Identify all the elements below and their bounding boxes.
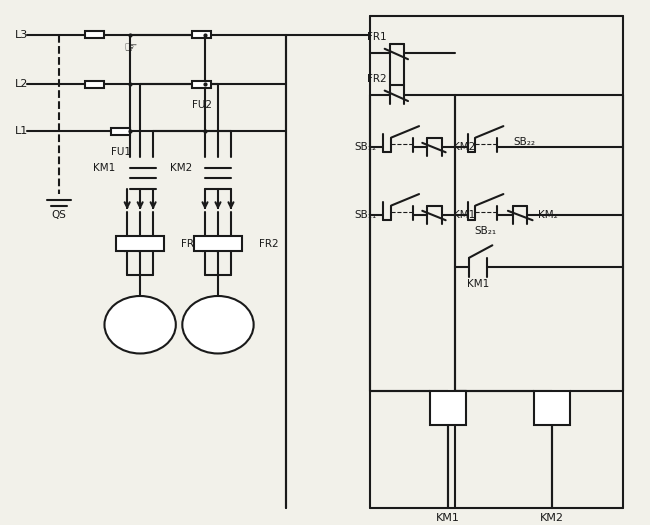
Text: SB₂₁: SB₂₁ bbox=[474, 226, 497, 236]
Text: SB₂₂: SB₂₂ bbox=[513, 137, 535, 147]
Text: KM2: KM2 bbox=[541, 403, 563, 413]
Text: L1: L1 bbox=[15, 127, 28, 136]
Text: SB₁₁: SB₁₁ bbox=[355, 210, 377, 220]
Text: ☞: ☞ bbox=[124, 40, 137, 55]
Text: KM1: KM1 bbox=[467, 279, 489, 289]
Bar bbox=[430, 391, 466, 425]
Circle shape bbox=[105, 296, 176, 353]
Bar bbox=[111, 128, 131, 135]
Text: KM1: KM1 bbox=[437, 403, 460, 413]
Text: 3~: 3~ bbox=[211, 329, 226, 339]
Text: SB₁₂: SB₁₂ bbox=[355, 142, 377, 152]
Bar bbox=[85, 81, 105, 88]
Text: KM2: KM2 bbox=[170, 163, 192, 173]
Text: KM2: KM2 bbox=[540, 513, 564, 523]
Text: FR2: FR2 bbox=[259, 239, 278, 249]
Text: KM1: KM1 bbox=[436, 513, 460, 523]
Text: KM₂: KM₂ bbox=[538, 210, 558, 220]
Text: M₁: M₁ bbox=[132, 313, 148, 323]
Text: KM1: KM1 bbox=[454, 210, 476, 220]
Bar bbox=[194, 236, 242, 251]
Bar bbox=[192, 31, 211, 38]
Text: FR1: FR1 bbox=[181, 239, 201, 249]
Text: QS: QS bbox=[51, 210, 66, 220]
Text: FU1: FU1 bbox=[111, 148, 131, 158]
Text: FR2: FR2 bbox=[367, 74, 387, 84]
Text: L2: L2 bbox=[15, 79, 29, 89]
Text: FU2: FU2 bbox=[192, 100, 212, 110]
Text: 3~: 3~ bbox=[133, 329, 148, 339]
Text: FR1: FR1 bbox=[367, 32, 387, 43]
Circle shape bbox=[182, 296, 254, 353]
Text: KM2: KM2 bbox=[454, 142, 476, 152]
Bar bbox=[85, 31, 105, 38]
Text: M₂: M₂ bbox=[210, 313, 226, 323]
Bar bbox=[192, 81, 211, 88]
Bar bbox=[116, 236, 164, 251]
Text: L3: L3 bbox=[15, 30, 28, 40]
Text: KM1: KM1 bbox=[94, 163, 116, 173]
Bar bbox=[534, 391, 570, 425]
